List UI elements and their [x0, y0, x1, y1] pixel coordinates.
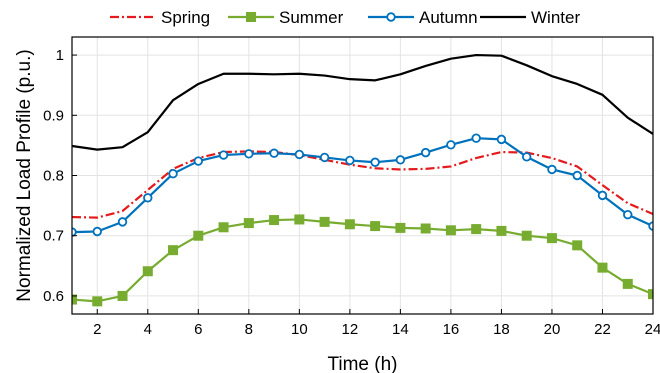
- y-tick-label: 0.9: [43, 107, 64, 124]
- data-point-autumn: [547, 164, 557, 175]
- data-point-summer: [445, 225, 456, 236]
- data-point-autumn: [420, 147, 431, 158]
- data-point-summer: [193, 230, 204, 241]
- data-point-autumn: [395, 155, 406, 165]
- data-point-summer: [319, 216, 330, 227]
- series-summer: [72, 214, 653, 307]
- data-point-summer: [471, 224, 482, 235]
- series-line-autumn: [72, 137, 653, 234]
- data-point-autumn: [471, 133, 481, 143]
- series-line-spring: [72, 150, 653, 219]
- data-point-summer: [496, 225, 507, 236]
- data-point-summer: [370, 221, 381, 232]
- data-point-summer: [546, 233, 557, 244]
- legend-label-winter: Winter: [531, 8, 580, 27]
- data-point-summer: [168, 245, 179, 256]
- data-point-autumn: [244, 149, 254, 159]
- data-point-autumn: [319, 152, 330, 163]
- data-point-summer: [218, 222, 229, 233]
- data-point-autumn: [521, 152, 532, 162]
- data-point-summer: [572, 240, 583, 251]
- data-point-summer: [521, 230, 532, 241]
- x-tick-label: 22: [594, 321, 611, 338]
- y-tick-label: 0.8: [43, 168, 64, 185]
- data-point-summer: [269, 215, 280, 226]
- series-line-winter: [72, 53, 653, 151]
- data-point-summer: [243, 218, 254, 229]
- data-point-summer: [142, 266, 153, 277]
- data-point-autumn: [446, 140, 456, 150]
- legend-label-summer: Summer: [279, 8, 344, 27]
- series-autumn: [72, 133, 653, 237]
- x-tick-label: 10: [291, 321, 308, 338]
- data-point-autumn: [193, 156, 204, 166]
- data-point-summer: [648, 289, 653, 300]
- data-point-autumn: [496, 134, 507, 145]
- x-tick-label: 2: [93, 321, 101, 338]
- legend-label-spring: Spring: [161, 8, 210, 27]
- data-point-autumn: [92, 226, 102, 237]
- y-tick-label: 1: [56, 47, 64, 64]
- data-point-autumn: [294, 149, 305, 160]
- x-tick-label: 14: [392, 321, 409, 338]
- data-point-autumn: [648, 221, 653, 231]
- axis-ticks: 2 4 6 8 10 12 14 16 18 20 22 240.60.70.80.91: [43, 47, 660, 338]
- series-spring: [72, 150, 653, 219]
- data-point-autumn: [117, 217, 128, 227]
- series-winter: [72, 53, 653, 151]
- data-point-summer: [344, 219, 355, 230]
- x-tick-label: 12: [342, 321, 359, 338]
- data-point-summer: [92, 296, 103, 307]
- legend-item-winter: Winter: [480, 8, 580, 27]
- data-point-autumn: [168, 168, 178, 179]
- data-point-summer: [117, 290, 128, 301]
- data-point-autumn: [143, 193, 153, 203]
- x-tick-label: 18: [493, 321, 510, 338]
- data-point-summer: [597, 262, 608, 273]
- data-point-summer: [294, 214, 305, 225]
- series-lines: [72, 53, 653, 307]
- y-tick-label: 0.6: [43, 288, 64, 305]
- data-point-summer: [420, 223, 431, 234]
- legend-item-spring: Spring: [110, 8, 210, 27]
- data-point-autumn: [269, 148, 279, 158]
- data-point-autumn: [345, 155, 355, 166]
- grid: [72, 37, 654, 314]
- series-line-summer: [72, 218, 653, 303]
- legend-marker-autumn: [386, 12, 396, 22]
- x-tick-label: 16: [443, 321, 460, 338]
- x-tick-label: 6: [194, 321, 202, 338]
- x-tick-label: 8: [245, 321, 253, 338]
- data-point-autumn: [218, 150, 229, 160]
- legend: Spring Summer Autumn Winter: [110, 8, 580, 27]
- legend-marker-summer: [246, 12, 256, 22]
- legend-item-summer: Summer: [228, 8, 344, 27]
- data-point-autumn: [370, 157, 380, 167]
- x-axis-label: Time (h): [327, 354, 397, 373]
- y-axis-label: Normalized Load Profile (p.u.): [14, 49, 35, 301]
- x-tick-label: 20: [544, 321, 561, 338]
- y-tick-label: 0.7: [43, 228, 64, 245]
- data-point-summer: [622, 278, 633, 289]
- data-point-summer: [72, 294, 77, 305]
- data-point-autumn: [72, 227, 77, 237]
- x-tick-label: 4: [144, 321, 152, 338]
- data-point-summer: [395, 222, 406, 233]
- legend-item-autumn: Autumn: [368, 8, 478, 27]
- x-tick-label: 24: [645, 321, 660, 338]
- legend-label-autumn: Autumn: [419, 8, 478, 27]
- data-point-autumn: [623, 209, 633, 220]
- data-point-autumn: [597, 190, 608, 201]
- data-point-autumn: [572, 170, 582, 181]
